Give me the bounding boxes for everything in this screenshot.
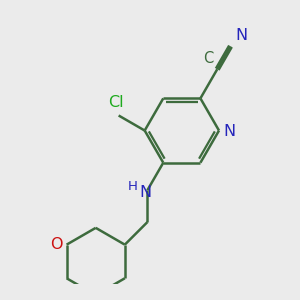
Text: N: N (235, 28, 247, 44)
Text: O: O (51, 237, 63, 252)
Text: H: H (128, 180, 137, 193)
Text: Cl: Cl (108, 95, 124, 110)
Text: N: N (140, 184, 152, 200)
Text: N: N (223, 124, 236, 139)
Text: C: C (203, 51, 213, 66)
